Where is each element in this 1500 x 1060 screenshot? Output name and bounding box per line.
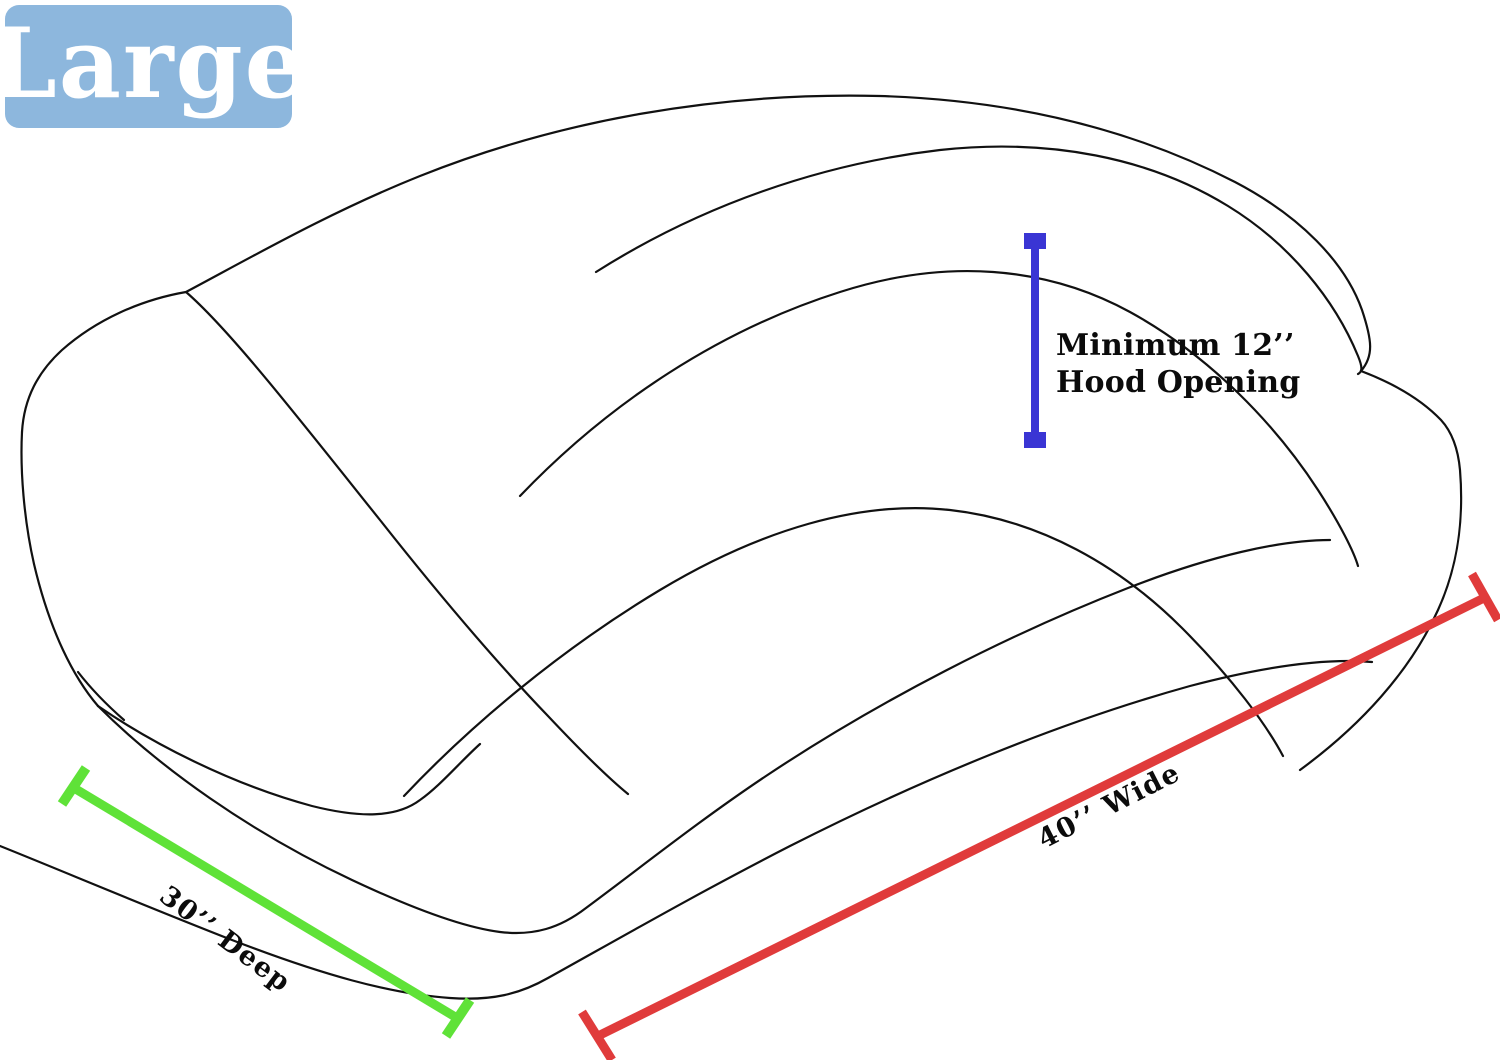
carrier-lid-arc-1 bbox=[594, 145, 1363, 376]
carrier-front-upper-edge bbox=[96, 704, 482, 816]
carrier-base-edge bbox=[0, 659, 1374, 1000]
width-dimension-cap-right bbox=[1468, 571, 1500, 623]
hood-dimension-cap-bottom bbox=[1024, 432, 1046, 448]
dimension-hood-opening bbox=[1024, 233, 1046, 448]
carrier-outline bbox=[0, 94, 1463, 1000]
depth-dimension-cap-end bbox=[441, 997, 475, 1039]
carrier-lid-seam bbox=[184, 290, 630, 796]
hood-opening-label-line1: Minimum 12’’ bbox=[1056, 328, 1295, 363]
size-badge: Large bbox=[0, 5, 306, 128]
depth-dimension-line bbox=[71, 784, 460, 1022]
carrier-left-nose bbox=[20, 430, 100, 708]
dimension-width bbox=[578, 571, 1500, 1060]
hood-dimension-cap-top bbox=[1024, 233, 1046, 249]
carrier-front-lower-edge bbox=[96, 538, 1332, 935]
carrier-right-edge bbox=[1298, 369, 1463, 772]
size-badge-label: Large bbox=[0, 6, 308, 120]
width-dimension-cap-left bbox=[578, 1009, 616, 1060]
depth-dimension-cap-start bbox=[57, 765, 91, 807]
dimension-depth bbox=[57, 765, 475, 1039]
hood-opening-label-line2: Hood Opening bbox=[1056, 364, 1301, 400]
carrier-hood-arc-upper bbox=[518, 270, 1360, 568]
width-dimension-line bbox=[596, 593, 1486, 1041]
hood-opening-label: Minimum 12’’ Hood Opening bbox=[1056, 328, 1300, 401]
carrier-corner-crease bbox=[76, 670, 126, 722]
carrier-outer-shell bbox=[20, 94, 1372, 434]
carrier-hood-arc-lower bbox=[402, 507, 1285, 798]
